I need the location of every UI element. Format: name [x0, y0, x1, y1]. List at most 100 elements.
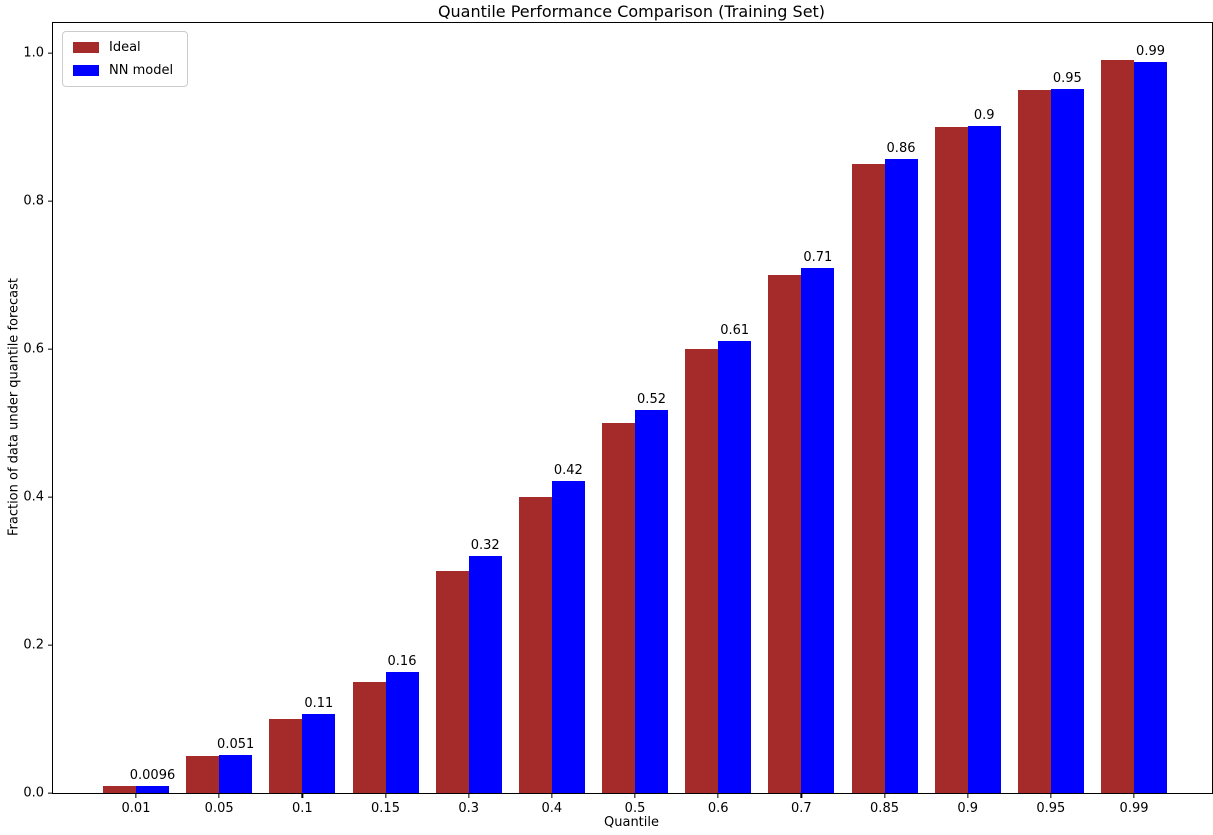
x-tick-label: 0.95 — [1036, 801, 1066, 816]
bar-ideal — [186, 756, 220, 793]
bar-ideal — [934, 126, 968, 793]
bar-group: 0.71 — [768, 23, 835, 793]
bar-nn-model — [718, 340, 752, 793]
bar-value-label: 0.16 — [387, 654, 417, 670]
y-tick-label: 0.8 — [23, 193, 44, 209]
x-tick-mark — [634, 793, 636, 798]
bar-nn-model — [302, 713, 336, 793]
x-tick-label: 0.6 — [707, 801, 729, 816]
bar-nn-model — [385, 672, 419, 793]
bar-value-label: 0.95 — [1052, 71, 1082, 87]
bar-ideal — [685, 348, 719, 793]
x-tick-mark — [218, 793, 220, 798]
bar-value-label: 0.52 — [637, 392, 666, 408]
bar-group: 0.051 — [186, 23, 255, 793]
y-axis-label: Fraction of data under quantile forecast — [6, 277, 22, 537]
bar-value-label: 0.32 — [470, 538, 500, 554]
bar-ideal — [1017, 89, 1051, 793]
bar-ideal — [851, 163, 885, 793]
bar-nn-model — [136, 785, 169, 793]
bar-value-label: 0.9 — [973, 107, 995, 123]
bar-group: 0.99 — [1101, 23, 1168, 793]
x-tick-label: 0.01 — [121, 801, 151, 816]
x-tick-mark — [301, 793, 303, 798]
bar-group: 0.32 — [435, 23, 502, 793]
y-tick-label: 0.2 — [23, 637, 44, 653]
x-tick-mark — [1050, 793, 1052, 798]
x-tick-label: 0.1 — [291, 801, 313, 816]
bar-value-label: 0.86 — [886, 140, 916, 156]
legend-label-nn-model: NN model — [109, 63, 174, 78]
bar-nn-model — [1134, 61, 1168, 793]
x-tick-label: 0.05 — [204, 801, 234, 816]
y-tick-mark — [48, 644, 53, 646]
chart-title: Quantile Performance Comparison (Trainin… — [437, 2, 826, 21]
bar-ideal — [768, 274, 802, 793]
bar-group: 0.86 — [851, 23, 918, 793]
bar-nn-model — [801, 267, 835, 793]
bar-ideal — [1101, 60, 1135, 793]
y-tick-label: 0.6 — [23, 341, 44, 357]
x-tick-mark — [800, 793, 803, 798]
x-tick-mark — [883, 793, 886, 798]
x-axis-label: Quantile — [604, 815, 659, 830]
x-tick-mark — [135, 793, 137, 798]
bar-ideal — [269, 719, 303, 793]
legend-item-nn-model: NN model — [73, 63, 173, 78]
legend-swatch-ideal — [73, 42, 99, 53]
bar-value-label: 0.71 — [803, 249, 833, 265]
bar-value-label: 0.99 — [1136, 43, 1166, 59]
bar-group: 0.0096 — [103, 23, 175, 793]
bar-nn-model — [884, 158, 918, 793]
bar-ideal — [103, 785, 136, 793]
legend-item-ideal: Ideal — [73, 40, 173, 55]
y-tick-label: 1.0 — [23, 45, 44, 61]
bar-group: 0.95 — [1017, 23, 1084, 793]
bar-nn-model — [551, 480, 585, 793]
plot-area: Ideal NN model 0.0096 0.01 0.051 0.05 0.11 0.… — [23, 22, 1213, 816]
bar-group: 0.61 — [685, 23, 752, 793]
bar-value-label: 0.0096 — [129, 767, 176, 783]
x-tick-mark — [1133, 793, 1135, 798]
bar-group: 0.16 — [352, 23, 419, 793]
y-tick-mark — [48, 200, 53, 202]
x-tick-label: 0.85 — [870, 801, 899, 816]
x-tick-label: 0.7 — [791, 801, 812, 816]
x-tick-label: 0.15 — [371, 801, 400, 816]
bar-nn-model — [468, 556, 502, 793]
legend-swatch-nn-model — [73, 65, 99, 76]
x-tick-label: 0.99 — [1119, 801, 1149, 816]
bar-value-label: 0.11 — [304, 695, 334, 711]
bar-value-label: 0.051 — [217, 737, 255, 753]
bar-group: 0.52 — [602, 23, 669, 793]
x-tick-mark — [717, 793, 719, 798]
bar-ideal — [602, 423, 636, 793]
bar-nn-model — [967, 125, 1001, 793]
legend-label-ideal: Ideal — [109, 40, 141, 55]
x-tick-mark — [468, 793, 470, 798]
bar-ideal — [352, 682, 386, 793]
y-tick-mark — [48, 792, 53, 794]
bar-group: 0.42 — [518, 23, 585, 793]
y-tick-mark — [48, 52, 53, 54]
x-tick-label: 0.3 — [458, 801, 480, 816]
x-tick-label: 0.5 — [624, 801, 646, 816]
x-tick-label: 0.9 — [957, 801, 979, 816]
y-tick-mark — [48, 496, 53, 498]
bar-nn-model — [1050, 89, 1084, 793]
bar-ideal — [518, 497, 552, 793]
bar-value-label: 0.42 — [553, 462, 583, 478]
x-tick-mark — [551, 793, 553, 798]
bar-group: 0.11 — [269, 23, 336, 793]
bar-ideal — [435, 571, 469, 793]
bar-nn-model — [219, 755, 253, 793]
x-tick-label: 0.4 — [541, 801, 563, 816]
bar-nn-model — [635, 410, 669, 793]
y-tick-label: 0.4 — [23, 489, 44, 505]
x-tick-mark — [384, 793, 387, 798]
bar-value-label: 0.61 — [720, 322, 750, 338]
y-tick-mark — [48, 348, 53, 350]
bar-group: 0.9 — [934, 23, 1001, 793]
y-tick-label: 0.0 — [23, 785, 44, 801]
